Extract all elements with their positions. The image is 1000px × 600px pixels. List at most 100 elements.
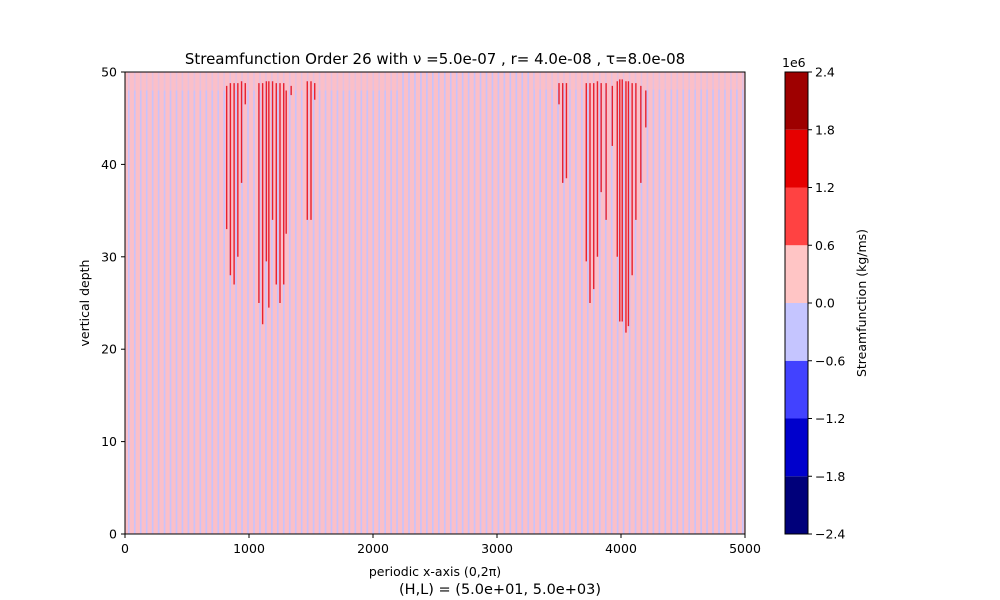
stripe xyxy=(324,72,327,534)
stripe xyxy=(730,72,732,534)
stripe xyxy=(348,72,351,534)
stripe xyxy=(282,72,285,534)
stripe xyxy=(467,72,470,534)
colorbar-label: Streamfunction (kg/ms) xyxy=(854,229,869,377)
stripe xyxy=(533,72,536,534)
stripe xyxy=(551,72,553,534)
plot-frame xyxy=(124,71,746,535)
stripe xyxy=(616,72,619,534)
stripe xyxy=(342,72,345,534)
stripe xyxy=(449,72,452,534)
plot-area xyxy=(124,71,746,535)
stripe xyxy=(640,72,643,534)
stripe xyxy=(366,72,369,534)
colorbar-band xyxy=(785,303,808,361)
stripe xyxy=(300,72,303,534)
colorbar-tick-label: 2.4 xyxy=(815,65,835,80)
stripe xyxy=(473,72,476,534)
stripe xyxy=(587,72,589,534)
stripe xyxy=(443,72,446,534)
stripe xyxy=(497,72,500,534)
stripe xyxy=(545,72,547,534)
y-axis-label: vertical depth xyxy=(77,260,92,347)
colorbar-scale-label: 1e6 xyxy=(782,55,806,70)
stripe xyxy=(598,72,601,534)
stripe xyxy=(557,72,559,534)
stripe xyxy=(432,72,434,534)
stripe xyxy=(688,72,691,534)
stripe xyxy=(241,72,243,534)
stripe xyxy=(539,72,541,534)
x-tick-label: 5000 xyxy=(729,541,761,556)
stripe xyxy=(145,72,148,534)
stripe xyxy=(396,72,398,534)
colorbar-tick-label: −1.8 xyxy=(815,469,845,484)
stripe xyxy=(610,72,613,534)
stripe xyxy=(736,72,738,534)
stripe xyxy=(175,72,178,534)
stripe xyxy=(521,72,524,534)
stripe xyxy=(127,72,130,534)
stripe xyxy=(277,72,279,534)
y-axis-ticks: 0 10 20 30 40 50 xyxy=(101,65,125,542)
stripe xyxy=(378,72,381,534)
stripe xyxy=(235,72,237,534)
stripe xyxy=(515,72,518,534)
stripe xyxy=(575,72,577,534)
stripe xyxy=(294,72,297,534)
stripe xyxy=(306,72,309,534)
y-tick-label: 50 xyxy=(101,65,117,80)
stripe xyxy=(426,72,428,534)
colorbar-band xyxy=(785,129,808,188)
stripe xyxy=(318,72,321,534)
chart-title: Streamfunction Order 26 with ν =5.0e-07 … xyxy=(185,50,685,68)
stripe xyxy=(288,72,291,534)
stripe xyxy=(390,72,392,534)
stripe xyxy=(670,72,673,534)
stripe xyxy=(217,72,220,534)
stripe xyxy=(211,72,214,534)
colorbar-tick-label: −0.6 xyxy=(815,353,845,368)
stripe xyxy=(372,72,375,534)
stripe xyxy=(664,72,667,534)
stripe xyxy=(437,72,440,534)
y-tick-label: 20 xyxy=(101,342,117,357)
stripe xyxy=(420,72,422,534)
stripe xyxy=(658,72,661,534)
stripe xyxy=(622,72,625,534)
stripe xyxy=(384,72,386,534)
colorbar-tick-label: −1.2 xyxy=(815,411,845,426)
stripe xyxy=(354,72,357,534)
stripe xyxy=(682,72,685,534)
stripe xyxy=(181,72,184,534)
stripe xyxy=(163,72,166,534)
colorbar-tick-label: 1.8 xyxy=(815,122,835,137)
stripe xyxy=(265,72,267,534)
stripe xyxy=(742,72,744,534)
colorbar-band xyxy=(785,245,808,303)
stripe xyxy=(509,72,512,534)
stripe xyxy=(169,72,172,534)
stripe xyxy=(485,72,488,534)
stripe xyxy=(491,72,494,534)
stripe xyxy=(229,72,231,534)
stripe xyxy=(604,72,607,534)
stripe xyxy=(563,72,565,534)
stripe xyxy=(646,72,649,534)
stripe xyxy=(724,72,726,534)
stripe xyxy=(581,72,583,534)
stripe xyxy=(187,72,190,534)
stripe xyxy=(706,72,708,534)
x-tick-label: 3000 xyxy=(481,541,513,556)
x-tick-label: 1000 xyxy=(233,541,265,556)
stripe xyxy=(569,72,571,534)
stripe xyxy=(151,72,154,534)
colorbar-band xyxy=(785,418,808,477)
stripe xyxy=(133,72,136,534)
stripe xyxy=(414,72,416,534)
colorbar-tick-label: 0.6 xyxy=(815,238,835,253)
stripe xyxy=(247,72,249,534)
red-streaks xyxy=(225,79,647,333)
stripe xyxy=(336,72,339,534)
stripe xyxy=(527,72,530,534)
